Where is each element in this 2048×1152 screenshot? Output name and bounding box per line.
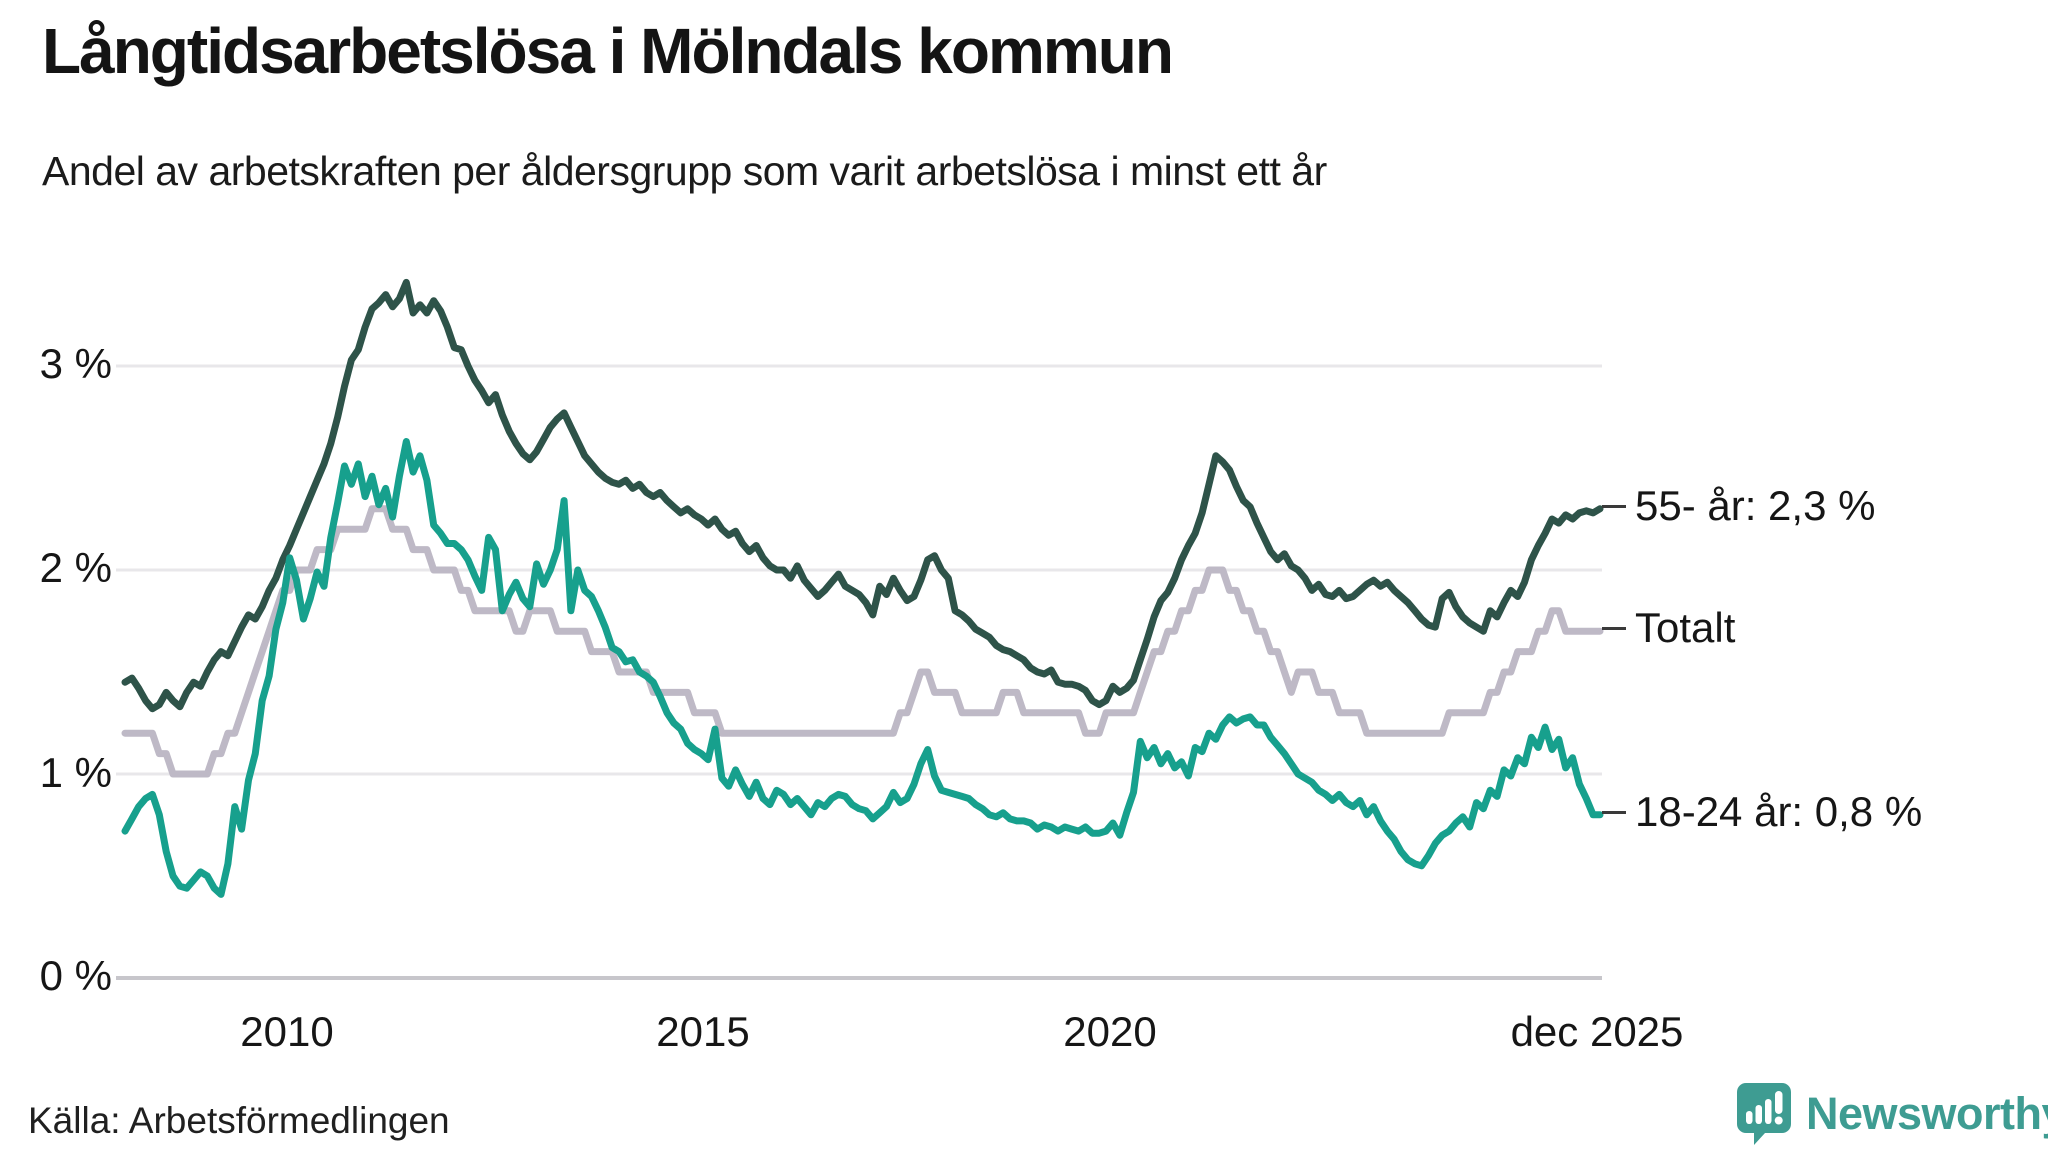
- series-label-1824: 18-24 år: 0,8 %: [1602, 788, 1922, 836]
- y-axis-label-1: 1 %: [39, 749, 112, 796]
- x-axis-label-2015: 2015: [656, 1008, 750, 1055]
- series-label-55: 55- år: 2,3 %: [1602, 482, 1875, 530]
- series-label-total-text: Totalt: [1635, 604, 1736, 651]
- newsworthy-wordmark: Newsworthy: [1806, 1088, 2048, 1139]
- y-axis-label-0: 0 %: [39, 952, 112, 999]
- y-axis-label-3: 3 %: [39, 340, 112, 387]
- x-axis-label-dec-2025: dec 2025: [1510, 1008, 1684, 1055]
- source-note: Källa: Arbetsförmedlingen: [28, 1100, 450, 1141]
- series-line-s55: [121, 278, 1604, 713]
- series-label-total: Totalt: [1602, 604, 1735, 652]
- label-tick-1824: [1602, 810, 1626, 814]
- page-subtitle: Andel av arbetskraften per åldersgrupp s…: [42, 148, 1327, 194]
- newsworthy-logo: Newsworthy: [1736, 1082, 2048, 1146]
- y-axis-label-2: 2 %: [39, 544, 112, 591]
- label-tick-55: [1602, 504, 1626, 508]
- x-axis-label-2010: 2010: [240, 1008, 334, 1055]
- series-label-1824-text: 18-24 år: 0,8 %: [1635, 788, 1923, 835]
- x-axis-label-2020: 2020: [1063, 1008, 1157, 1055]
- newsworthy-icon: [1737, 1083, 1791, 1145]
- page-title: Långtidsarbetslösa i Mölndals kommun: [42, 15, 1174, 87]
- label-tick-total: [1602, 626, 1626, 630]
- series-line-total: [121, 505, 1604, 778]
- series-label-55-text: 55- år: 2,3 %: [1635, 482, 1876, 529]
- series-line-s1824: [121, 438, 1604, 898]
